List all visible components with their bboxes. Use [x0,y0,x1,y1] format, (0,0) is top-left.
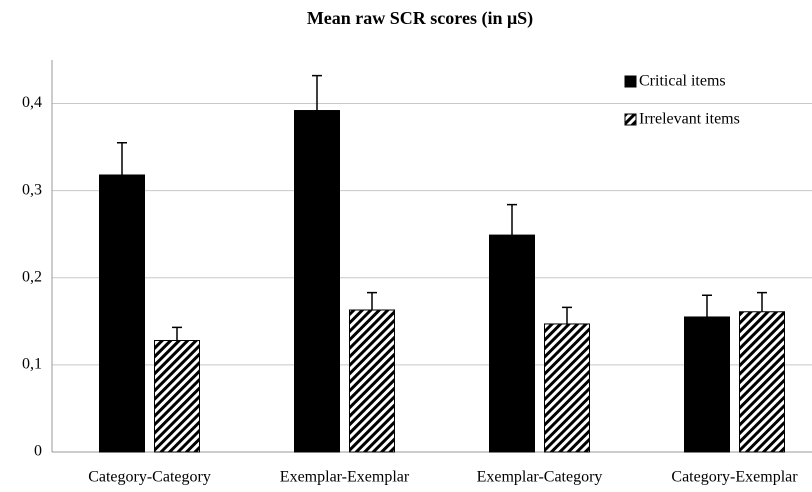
error-bar [562,306,572,324]
x-tick-label: Exemplar-Exemplar [280,469,410,486]
y-tick-label: 0,1 [22,356,42,373]
error-bar [117,142,127,175]
x-tick-label: Exemplar-Category [477,469,603,486]
bar [294,110,340,453]
error-bar [312,74,322,111]
x-tick-label: Category-Category [88,469,211,486]
bar [739,311,785,453]
bar [489,234,535,453]
legend-label: Irrelevant items [639,111,740,128]
x-tick-label: Category-Exemplar [671,469,798,486]
error-bar [757,291,767,312]
error-bar [507,203,517,236]
bar [349,309,395,453]
bar [544,323,590,453]
error-bar [172,326,182,341]
chart-title: Mean raw SCR scores (in μS) [307,8,533,29]
bar [99,174,145,453]
y-tick-label: 0,4 [22,94,42,111]
bar [154,339,200,453]
y-tick-label: 0 [34,443,42,460]
legend-label: Critical items [639,73,726,90]
bar [684,316,730,453]
y-tick-label: 0,2 [22,268,42,285]
legend-swatch [624,113,637,126]
y-tick-label: 0,3 [22,181,42,198]
legend-swatch [624,75,637,88]
error-bar [702,294,712,317]
error-bar [367,291,377,311]
